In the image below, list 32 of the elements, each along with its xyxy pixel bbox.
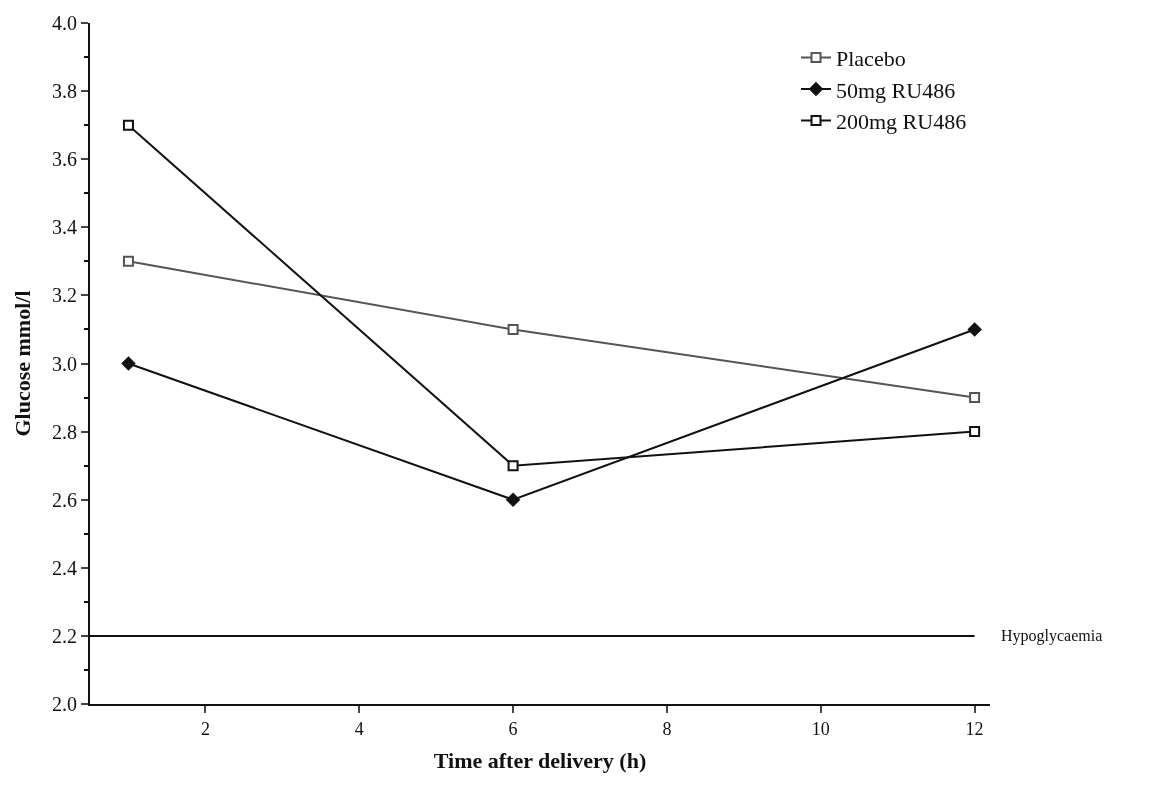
x-axis-title: Time after delivery (h) [433,748,647,773]
y-tick-label: 2.4 [52,556,77,579]
y-tick-label: 3.2 [52,284,77,307]
y-tick-label: 2.8 [52,420,77,443]
x-tick-label: 8 [662,718,672,739]
x-tick-label: 10 [811,718,830,739]
point [122,255,134,267]
x-tick-label: 12 [965,718,984,739]
point [967,322,982,337]
point [506,492,520,507]
y-tick-label: 3.8 [52,80,77,103]
point [122,119,134,131]
y-tick-label: 2.6 [52,488,77,511]
point [507,323,519,335]
legend-label: 200mg RU486 [836,109,967,135]
y-tick-label: 2.0 [52,693,77,715]
legend-label: Placebo [836,46,906,71]
y-tick-label: 3.6 [52,148,77,171]
legend-label: 50mg RU486 [836,77,956,103]
x-tick-label: 6 [508,718,518,739]
ref-line-label: Hypoglycaemia [1001,627,1103,645]
x-tick-label: 4 [354,718,364,739]
y-tick-label: 3.0 [52,352,77,375]
point [969,392,981,404]
x-tick-label: 2 [200,718,210,739]
y-axis-title: Glucose mmol/l [10,290,36,437]
point [507,460,519,472]
y-tick-label: 4.0 [52,12,77,34]
y-tick-label: 3.4 [52,216,77,239]
point [969,426,981,438]
y-tick-label: 2.2 [52,624,77,647]
point [121,356,136,371]
